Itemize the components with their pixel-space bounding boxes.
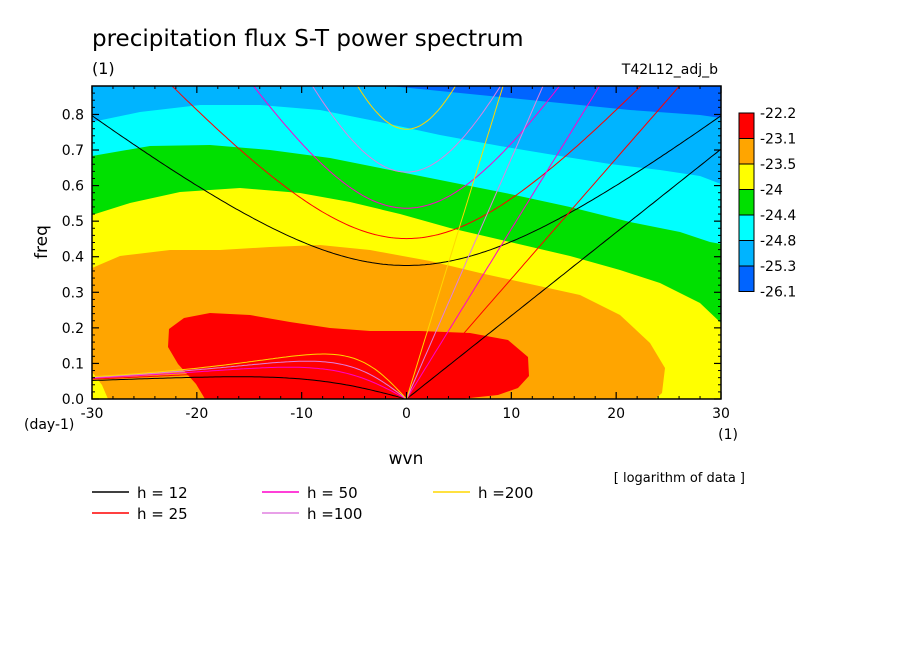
chart-title: precipitation flux S-T power spectrum <box>92 26 524 52</box>
y-axis-unit: (day-1) <box>24 417 74 433</box>
x-axis-label: wvn <box>389 449 424 469</box>
x-tick-label: 20 <box>607 406 625 422</box>
kelvin-wave-curve-h25 <box>406 86 681 399</box>
y-tick-label: 0.3 <box>62 285 84 301</box>
data-note: [ logarithm of data ] <box>614 471 745 486</box>
y-tick-label: 0.4 <box>62 250 84 266</box>
colorbar-swatch <box>738 138 755 165</box>
colorbar-label: -24 <box>760 183 783 199</box>
inertia-gravity-curve-h200 <box>357 86 456 130</box>
x-axis-ticks: -30 -20 -10 0 10 20 30 <box>81 86 730 422</box>
y-tick-label: 0.2 <box>62 321 84 337</box>
x-tick-label: -10 <box>290 406 313 422</box>
band-red <box>168 313 529 399</box>
x-axis-unit: (1) <box>718 427 738 443</box>
colorbar-swatch <box>738 112 755 139</box>
rossby-wave-curve-h100 <box>92 360 407 399</box>
colorbar: -22.2 -23.1 -23.5 -24 -24.4 -24.8 -25.3 -26.1 <box>738 106 796 301</box>
y-tick-label: 0.7 <box>62 143 84 159</box>
legend-label: h =200 <box>478 484 533 502</box>
rossby-wave-curve-h25 <box>92 371 407 399</box>
colorbar-label: -25.3 <box>760 259 796 275</box>
x-tick-label: 30 <box>712 406 730 422</box>
colorbar-label: -24.4 <box>760 208 796 224</box>
inertia-gravity-curve-h100 <box>311 86 502 173</box>
y-tick-label: 0.6 <box>62 179 84 195</box>
inertia-gravity-curve-h25 <box>171 86 642 240</box>
colorbar-swatch <box>738 265 755 292</box>
y-tick-label: 0.5 <box>62 214 84 230</box>
y-axis-label: freq <box>32 225 52 259</box>
kelvin-wave-curve-h100 <box>406 86 544 399</box>
kelvin-wave-curve-h12 <box>406 148 721 399</box>
inertia-gravity-curve-h12 <box>92 115 721 266</box>
colorbar-swatch <box>738 163 755 190</box>
inertia-gravity-curve-h50 <box>252 86 561 209</box>
y-tick-label: 0.1 <box>62 356 84 372</box>
chart-subtitle-right: T42L12_adj_b <box>621 62 718 78</box>
colorbar-label: -24.8 <box>760 234 796 250</box>
y-axis-ticks: 0.0 0.1 0.2 0.3 0.4 0.5 0.6 0.7 0.8 <box>62 92 721 408</box>
kelvin-wave-curve-h50 <box>406 86 601 399</box>
rossby-wave-curve-h12 <box>92 376 407 399</box>
colorbar-swatch <box>738 240 755 267</box>
dispersion-curves <box>92 86 721 399</box>
colorbar-label: -23.5 <box>760 157 796 173</box>
legend-label: h = 25 <box>137 505 188 523</box>
x-tick-label: 0 <box>402 406 411 422</box>
colorbar-label: -26.1 <box>760 285 796 301</box>
legend-label: h = 50 <box>307 484 358 502</box>
colorbar-swatch <box>738 214 755 241</box>
contour-bands <box>92 86 721 399</box>
curve-legend: h = 12 h = 25 h = 50 h =100 h =200 <box>92 484 533 523</box>
legend-label: h = 12 <box>137 484 188 502</box>
x-tick-label: -20 <box>185 406 208 422</box>
colorbar-label: -23.1 <box>760 132 796 148</box>
colorbar-label: -22.2 <box>760 106 796 122</box>
colorbar-swatch <box>738 189 755 216</box>
legend-label: h =100 <box>307 505 362 523</box>
y-tick-label: 0.0 <box>62 392 84 408</box>
x-tick-label: 10 <box>502 406 520 422</box>
x-tick-label: -30 <box>81 406 104 422</box>
rossby-wave-curve-h50 <box>92 366 407 399</box>
chart-subtitle-left: (1) <box>92 59 115 78</box>
kelvin-wave-curve-h200 <box>406 86 504 399</box>
rossby-wave-curve-h200 <box>92 353 407 399</box>
y-tick-label: 0.8 <box>62 107 84 123</box>
